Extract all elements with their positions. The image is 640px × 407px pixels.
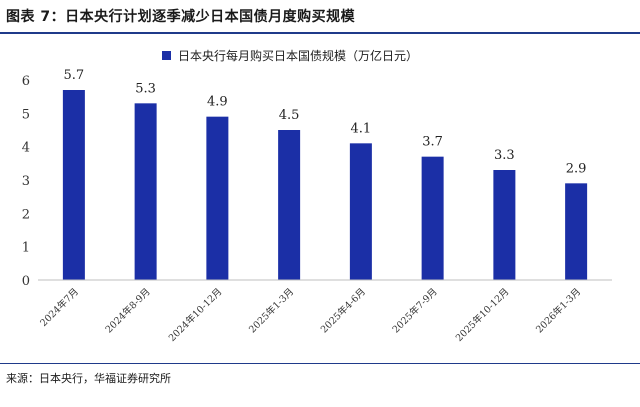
source-rule <box>0 363 640 364</box>
bar <box>565 183 588 280</box>
data-label: 4.5 <box>279 108 300 123</box>
bar <box>62 90 85 280</box>
y-tick-label: 6 <box>22 74 30 89</box>
bar <box>349 143 372 280</box>
bar <box>206 116 229 281</box>
y-tick-label: 0 <box>22 274 30 289</box>
data-label: 3.7 <box>422 135 443 150</box>
x-tick-label: 2024年8-9月 <box>103 286 153 336</box>
legend: 日本央行每月购买日本国债规模（万亿日元） <box>162 48 418 63</box>
x-tick-label: 2026年1-3月 <box>533 286 583 336</box>
y-axis: 0 1 2 3 4 5 6 <box>22 74 30 289</box>
bar <box>278 130 301 280</box>
data-label: 5.3 <box>135 81 156 96</box>
x-tick-label: 2025年10-12月 <box>453 286 511 344</box>
data-labels: 5.7 5.3 4.9 4.5 4.1 3.7 3.3 2.9 <box>64 68 587 176</box>
data-label: 4.9 <box>207 95 228 110</box>
x-tick-label: 2024年7月 <box>38 286 81 329</box>
figure-title: 图表 7：日本央行计划逐季减少日本国债月度购买规模 <box>6 9 356 25</box>
x-tick-label: 2025年4-6月 <box>318 286 368 336</box>
y-tick-label: 5 <box>22 107 30 122</box>
y-tick-label: 2 <box>22 207 30 222</box>
data-label: 5.7 <box>64 68 85 83</box>
data-label: 4.1 <box>351 121 372 136</box>
title-rule <box>0 32 640 34</box>
y-tick-label: 4 <box>22 141 30 156</box>
y-tick-label: 1 <box>22 241 30 256</box>
data-label: 3.3 <box>494 148 515 163</box>
x-tick-label: 2025年1-3月 <box>246 286 296 336</box>
x-tick-label: 2024年10-12月 <box>166 286 224 344</box>
bar <box>421 156 444 280</box>
data-label: 2.9 <box>566 161 587 176</box>
bar <box>493 170 516 280</box>
x-tick-label: 2025年7-9月 <box>390 286 440 336</box>
legend-label: 日本央行每月购买日本国债规模（万亿日元） <box>178 48 418 63</box>
x-axis: 2024年7月 2024年8-9月 2024年10-12月 2025年1-3月 2025… <box>38 286 584 344</box>
legend-swatch <box>162 51 171 60</box>
source-note: 来源：日本央行，华福证券研究所 <box>6 372 171 385</box>
bars <box>62 90 588 281</box>
y-tick-label: 3 <box>22 174 30 189</box>
bar <box>134 103 157 280</box>
